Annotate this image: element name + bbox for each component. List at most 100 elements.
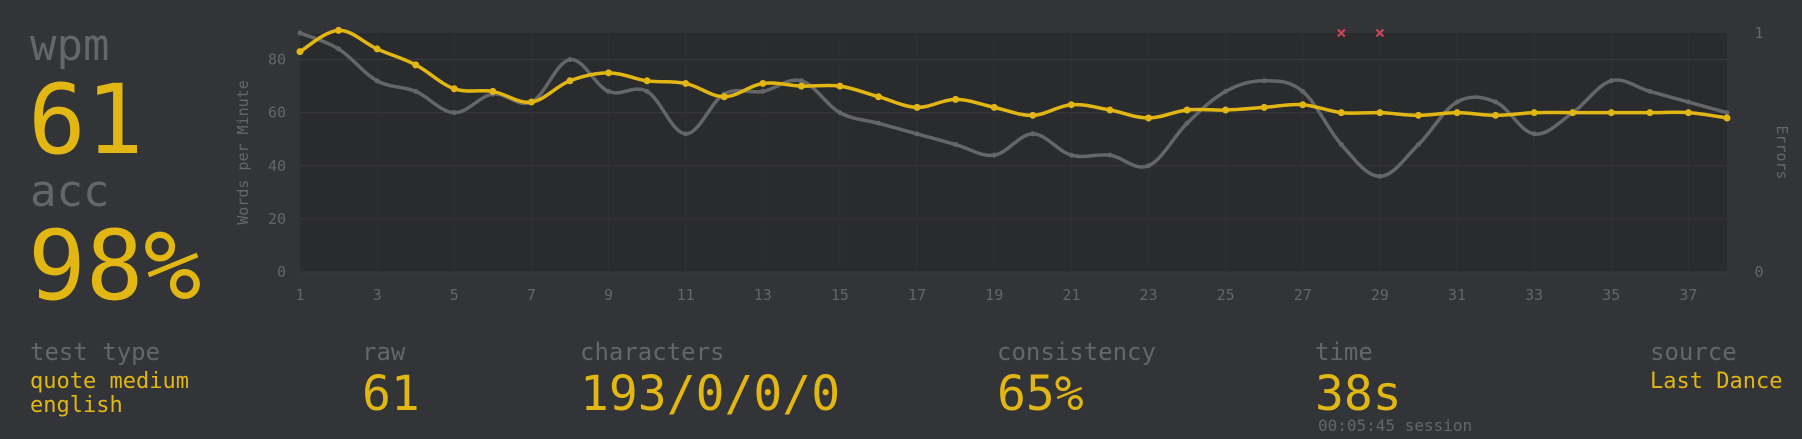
wpm-point bbox=[913, 103, 921, 111]
wpm-label: wpm bbox=[30, 20, 110, 71]
wpm-point bbox=[566, 77, 574, 85]
x-tick-label: 35 bbox=[1602, 286, 1620, 304]
wpm-point bbox=[1029, 111, 1037, 119]
y2-axis-label: Errors bbox=[1773, 125, 1791, 179]
y2-tick-label: 1 bbox=[1754, 24, 1763, 42]
wpm-point bbox=[643, 77, 651, 85]
wpm-point bbox=[1222, 106, 1230, 114]
raw-point bbox=[297, 30, 303, 36]
error-point bbox=[1337, 28, 1346, 38]
raw-point bbox=[914, 131, 920, 137]
raw-point bbox=[1107, 152, 1113, 158]
wpm-point bbox=[990, 103, 998, 111]
raw-point bbox=[1531, 131, 1537, 137]
raw-value: 61 bbox=[362, 366, 420, 422]
wpm-point bbox=[489, 87, 497, 95]
y-tick-label: 60 bbox=[268, 104, 286, 122]
test-type-line1[interactable]: quote medium bbox=[30, 369, 189, 394]
wpm-point bbox=[1067, 101, 1075, 109]
x-tick-label: 5 bbox=[450, 286, 459, 304]
raw-point bbox=[413, 88, 419, 94]
x-tick-label: 27 bbox=[1294, 286, 1312, 304]
y-tick-label: 80 bbox=[268, 51, 286, 69]
x-tick-label: 3 bbox=[373, 286, 382, 304]
wpm-point bbox=[952, 95, 960, 103]
wpm-point bbox=[373, 45, 381, 53]
wpm-value: 61 bbox=[28, 64, 144, 176]
wpm-point bbox=[450, 85, 458, 93]
x-tick-label: 19 bbox=[985, 286, 1003, 304]
raw-point bbox=[567, 57, 573, 63]
wpm-point bbox=[1684, 109, 1692, 117]
wpm-point bbox=[1492, 111, 1500, 119]
raw-point bbox=[1377, 173, 1383, 179]
wpm-point bbox=[720, 93, 728, 101]
x-tick-label: 21 bbox=[1062, 286, 1080, 304]
raw-point bbox=[1145, 163, 1151, 169]
raw-point bbox=[683, 131, 689, 137]
raw-point bbox=[336, 46, 342, 52]
raw-point bbox=[1184, 120, 1190, 126]
x-tick-label: 29 bbox=[1371, 286, 1389, 304]
raw-point bbox=[1261, 78, 1267, 84]
source-label: source bbox=[1650, 338, 1737, 366]
y-tick-label: 40 bbox=[268, 157, 286, 175]
acc-value: 98% bbox=[28, 210, 202, 322]
x-tick-label: 23 bbox=[1139, 286, 1157, 304]
consistency-label: consistency bbox=[997, 338, 1156, 366]
wpm-point bbox=[335, 26, 343, 34]
acc-label: acc bbox=[30, 166, 110, 217]
test-type-label: test type bbox=[30, 338, 161, 366]
x-tick-label: 13 bbox=[754, 286, 772, 304]
raw-point bbox=[1300, 88, 1306, 94]
wpm-point bbox=[1453, 109, 1461, 117]
raw-point bbox=[760, 88, 766, 94]
raw-point bbox=[451, 110, 457, 116]
raw-point bbox=[1415, 142, 1421, 148]
raw-point bbox=[1647, 88, 1653, 94]
source-value[interactable]: Last Dance bbox=[1650, 369, 1783, 394]
x-tick-label: 31 bbox=[1448, 286, 1466, 304]
wpm-point bbox=[836, 82, 844, 90]
x-tick-label: 25 bbox=[1217, 286, 1235, 304]
raw-point bbox=[1338, 142, 1344, 148]
x-tick-label: 17 bbox=[908, 286, 926, 304]
y-axis-label: Words per Minute bbox=[234, 80, 252, 225]
session-time: 00:05:45 session bbox=[1318, 416, 1473, 435]
wpm-point bbox=[1569, 109, 1577, 117]
wpm-point bbox=[412, 61, 420, 69]
x-tick-label: 9 bbox=[604, 286, 613, 304]
wpm-point bbox=[682, 79, 690, 87]
time-label: time bbox=[1315, 338, 1373, 366]
wpm-point bbox=[759, 79, 767, 87]
raw-point bbox=[374, 78, 380, 84]
raw-point bbox=[1454, 99, 1460, 105]
raw-point bbox=[1493, 99, 1499, 105]
y-tick-label: 0 bbox=[277, 263, 286, 281]
wpm-point bbox=[1530, 109, 1538, 117]
characters-label: characters bbox=[580, 338, 725, 366]
raw-point bbox=[876, 120, 882, 126]
raw-point bbox=[953, 142, 959, 148]
wpm-point bbox=[1299, 101, 1307, 109]
error-point bbox=[1375, 28, 1385, 38]
test-type-line2[interactable]: english bbox=[30, 393, 123, 418]
wpm-point bbox=[875, 93, 883, 101]
characters-value: 193/0/0/0 bbox=[580, 366, 841, 422]
x-tick-label: 1 bbox=[295, 286, 304, 304]
wpm-point bbox=[296, 48, 304, 56]
plot-area bbox=[300, 33, 1727, 272]
x-tick-label: 7 bbox=[527, 286, 536, 304]
consistency-value: 65% bbox=[997, 366, 1084, 422]
wpm-point bbox=[1646, 109, 1654, 117]
y-tick-label: 20 bbox=[268, 210, 286, 228]
time-value: 38s bbox=[1315, 366, 1402, 422]
wpm-point bbox=[1183, 106, 1191, 114]
wpm-point bbox=[1414, 111, 1422, 119]
raw-point bbox=[1685, 99, 1691, 105]
x-tick-label: 15 bbox=[831, 286, 849, 304]
wpm-point bbox=[1260, 103, 1268, 111]
raw-label: raw bbox=[362, 338, 406, 366]
x-tick-label: 11 bbox=[677, 286, 695, 304]
